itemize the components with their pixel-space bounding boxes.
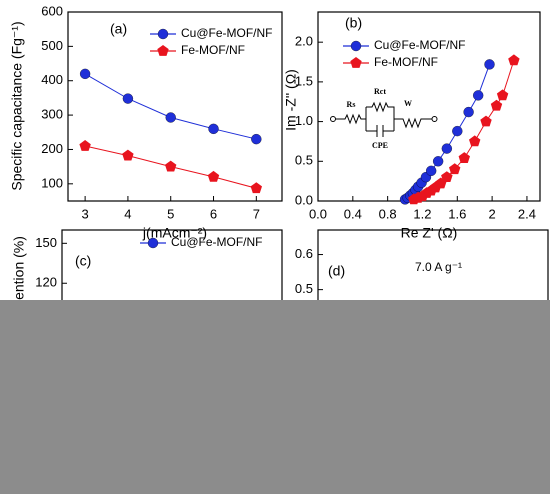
marker: [250, 182, 262, 194]
legend-label: Fe-MOF/NF: [181, 43, 245, 57]
x-tick-label: 2.4: [518, 206, 536, 221]
marker: [469, 135, 481, 147]
marker: [472, 90, 484, 101]
circuit-label: W: [404, 99, 412, 108]
legend-marker: [157, 28, 169, 40]
y-tick-label: 1.0: [295, 113, 313, 128]
marker: [251, 133, 262, 145]
x-tick-label: 1.6: [448, 206, 466, 221]
marker: [441, 143, 453, 154]
marker: [79, 140, 91, 151]
y-tick-label: 400: [41, 72, 63, 87]
x-tick-label: 0.0: [309, 206, 327, 221]
legend-label: Cu@Fe-MOF/NF: [171, 235, 263, 249]
marker: [458, 152, 470, 163]
panel-label: (d): [328, 263, 345, 279]
circuit-label: Rs: [347, 100, 356, 109]
y-tick-label: 1.5: [295, 73, 313, 88]
legend-label: Fe-MOF/NF: [374, 55, 438, 69]
panel-label: (b): [345, 15, 362, 31]
marker: [463, 106, 474, 118]
marker: [208, 123, 219, 135]
y-axis-label: Im -Z'' (Ω): [283, 69, 299, 131]
marker: [480, 115, 492, 127]
y-tick-label: 100: [41, 175, 63, 190]
marker: [165, 160, 177, 172]
y-tick-label: 150: [35, 235, 57, 250]
axes-frame: [317, 11, 541, 202]
y-tick-label: 500: [41, 38, 63, 53]
x-axis-label: j(mAcm⁻²): [142, 225, 207, 241]
marker: [441, 171, 453, 182]
marker: [425, 165, 437, 177]
y-axis-label: Specific capacitance (Fg⁻¹): [9, 21, 25, 190]
y-tick-label: 600: [41, 3, 63, 18]
x-axis-label: Re Z' (Ω): [401, 225, 458, 241]
x-tick-label: 3: [82, 206, 89, 221]
legend-marker: [157, 45, 169, 56]
marker: [496, 89, 509, 101]
marker: [165, 112, 176, 123]
legend-label: Cu@Fe-MOF/NF: [374, 38, 466, 52]
x-tick-label: 2: [489, 206, 496, 221]
inset-circuit: [330, 101, 438, 137]
marker: [449, 163, 461, 175]
legend-label: Cu@Fe-MOF/NF: [181, 26, 273, 40]
x-tick-label: 0.4: [344, 206, 362, 221]
x-tick-label: 1.2: [413, 206, 431, 221]
legend-marker: [350, 57, 362, 68]
circuit-label: Rct: [374, 87, 386, 96]
marker: [490, 99, 503, 111]
marker: [484, 59, 495, 70]
marker: [432, 156, 444, 167]
legend-marker: [350, 40, 362, 52]
y-tick-label: 300: [41, 107, 63, 122]
y-tick-label: 120: [35, 275, 57, 290]
axes-frame: [67, 11, 283, 202]
marker: [452, 125, 463, 137]
y-tick-label: 200: [41, 141, 63, 156]
x-tick-label: 5: [167, 206, 174, 221]
marker: [79, 68, 91, 80]
y-tick-label: 0.0: [295, 192, 313, 207]
x-tick-label: 6: [210, 206, 217, 221]
panel-label: (c): [75, 253, 91, 269]
occluding-box: [0, 300, 550, 494]
legend-marker: [147, 237, 159, 249]
circuit-label: CPE: [372, 141, 388, 150]
marker: [122, 93, 134, 104]
y-tick-label: 0.5: [295, 281, 313, 296]
y-tick-label: 0.5: [295, 153, 313, 168]
y-tick-label: 2.0: [295, 34, 313, 49]
panel-label: (a): [110, 21, 127, 37]
x-tick-label: 7: [253, 206, 260, 221]
annotation: 7.0 A g⁻¹: [415, 260, 462, 274]
marker: [207, 170, 220, 182]
marker: [508, 54, 520, 66]
y-axis-label: ention (%): [11, 236, 27, 300]
series-line: [84, 73, 257, 140]
marker: [122, 149, 134, 161]
y-tick-label: 0.6: [295, 246, 313, 261]
x-tick-label: 4: [124, 206, 131, 221]
x-tick-label: 0.8: [379, 206, 397, 221]
